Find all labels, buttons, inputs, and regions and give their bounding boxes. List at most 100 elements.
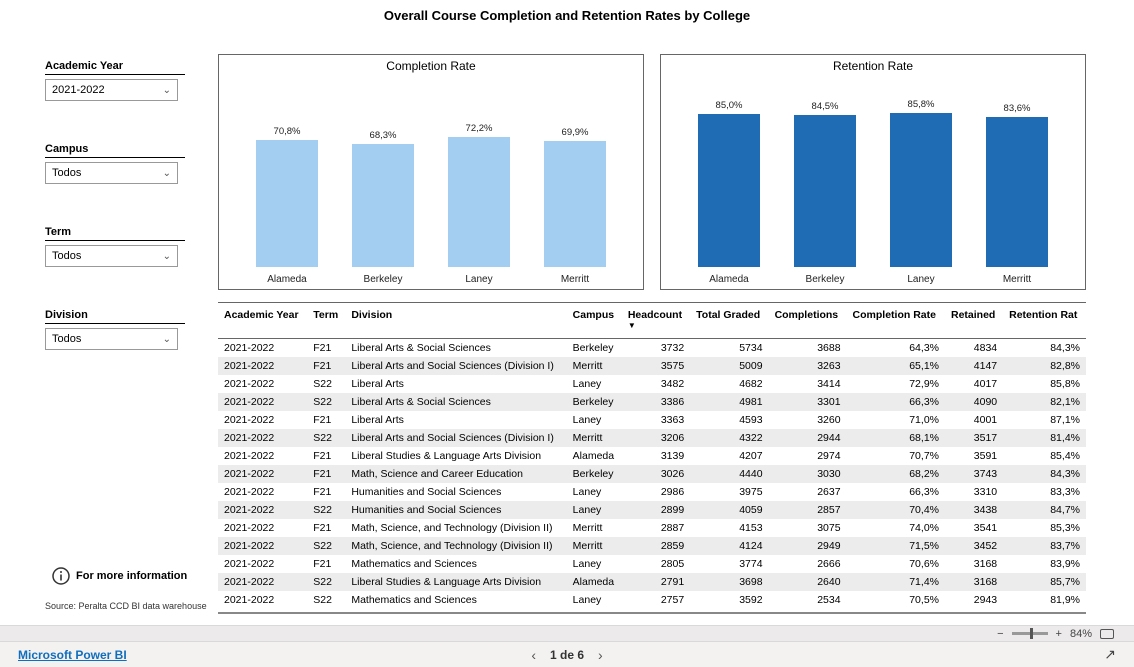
table-cell: Math, Science, and Technology (Division … [345,519,566,537]
academic-year-select[interactable]: 2021-2022 ⌄ [45,79,178,101]
column-header[interactable]: Headcount▼ [622,303,690,339]
table-row[interactable]: 2021-2022F21Liberal Arts & Social Scienc… [218,339,1086,358]
bar[interactable]: 85,0% [694,100,764,267]
table-cell: 3263 [769,357,847,375]
share-icon[interactable]: ↗ [1104,646,1116,663]
table-cell: Humanities and Social Sciences [345,501,566,519]
filter-division: Division Todos ⌄ [45,309,185,350]
fit-to-page-icon[interactable] [1100,629,1114,639]
table-cell: 82,8% [1003,357,1086,375]
column-header[interactable]: Completion Rate [847,303,945,339]
column-header[interactable]: Division [345,303,566,339]
table-cell: 3975 [690,483,768,501]
table-row[interactable]: 2021-2022S22Math, Science, and Technolog… [218,537,1086,555]
completion-chart[interactable]: Completion Rate 70,8%68,3%72,2%69,9% Ala… [218,54,644,290]
table-cell: 3206 [622,429,690,447]
column-header[interactable]: Term [307,303,345,339]
info-link[interactable]: For more information [52,567,187,585]
table-cell: 2986 [622,483,690,501]
table-cell: 70,5% [847,591,945,609]
column-header[interactable]: Retention Rat [1003,303,1086,339]
table-row[interactable]: 2021-2022F21Math, Science, and Technolog… [218,519,1086,537]
bar-rect [890,113,952,267]
table-cell: Mathematics and Sciences [345,591,566,609]
column-header[interactable]: Retained [945,303,1003,339]
page-indicator: 1 de 6 [550,648,584,662]
bar[interactable]: 69,9% [540,127,610,267]
table-cell: F21 [307,339,345,358]
table-row[interactable]: 2021-2022S22Mathematics and SciencesLane… [218,591,1086,609]
term-select[interactable]: Todos ⌄ [45,245,178,267]
powerbi-link[interactable]: Microsoft Power BI [18,648,127,662]
table-row[interactable]: 2021-2022S22Liberal Arts & Social Scienc… [218,393,1086,411]
select-value: Todos [52,250,81,262]
table-cell: Liberal Arts [345,375,566,393]
bar-value-label: 70,8% [274,126,301,137]
column-header[interactable]: Campus [567,303,622,339]
filter-label: Division [45,309,185,324]
chevron-down-icon: ⌄ [163,334,171,345]
chart-title: Retention Rate [661,59,1085,73]
table-header-row: Academic YearTermDivisionCampusHeadcount… [218,303,1086,339]
table-cell: 3688 [769,339,847,358]
bar-value-label: 83,6% [1004,103,1031,114]
bar[interactable]: 84,5% [790,101,860,267]
table-cell: 4017 [945,375,1003,393]
table-cell: 2943 [945,591,1003,609]
bar[interactable]: 83,6% [982,103,1052,267]
select-value: Todos [52,167,81,179]
table-cell: 83,3% [1003,483,1086,501]
table-row[interactable]: 2021-2022F21Liberal Studies & Language A… [218,447,1086,465]
column-header[interactable]: Completions [769,303,847,339]
table-row[interactable]: 2021-2022F21Liberal ArtsLaney33634593326… [218,411,1086,429]
table-row[interactable]: 2021-2022S22Humanities and Social Scienc… [218,501,1086,519]
table-cell: 3260 [769,411,847,429]
filters-panel: Academic Year 2021-2022 ⌄ Campus Todos ⌄… [45,60,185,392]
select-value: Todos [52,333,81,345]
table-cell: Merritt [567,357,622,375]
table-cell: 2021-2022 [218,429,307,447]
table-cell: Mathematics and Sciences [345,555,566,573]
table-cell: 5009 [690,357,768,375]
bar[interactable]: 70,8% [252,126,322,267]
bar-value-label: 68,3% [370,130,397,141]
table-row[interactable]: 2021-2022F21Humanities and Social Scienc… [218,483,1086,501]
table-cell: F21 [307,519,345,537]
table-cell: 3301 [769,393,847,411]
prev-page-button[interactable]: ‹ [531,647,536,663]
table-row[interactable]: 2021-2022F21Liberal Arts and Social Scie… [218,357,1086,375]
table-cell: 3438 [945,501,1003,519]
table-row[interactable]: 2021-2022S22Liberal ArtsLaney34824682341… [218,375,1086,393]
table-body: 2021-2022F21Liberal Arts & Social Scienc… [218,339,1086,610]
table-cell: 84,3% [1003,465,1086,483]
table-row[interactable]: 2021-2022F21Math, Science and Career Edu… [218,465,1086,483]
chevron-down-icon: ⌄ [163,168,171,179]
table-row[interactable]: 2021-2022S22Liberal Studies & Language A… [218,573,1086,591]
bar[interactable]: 85,8% [886,99,956,267]
table-row[interactable]: 2021-2022F21Mathematics and SciencesLane… [218,555,1086,573]
zoom-in-button[interactable]: + [1056,628,1062,640]
campus-select[interactable]: Todos ⌄ [45,162,178,184]
info-text: For more information [76,570,187,582]
table-cell: 83,7% [1003,537,1086,555]
table-cell: 2859 [622,537,690,555]
chart-x-labels: AlamedaBerkeleyLaneyMerritt [681,274,1065,285]
next-page-button[interactable]: › [598,647,603,663]
bar[interactable]: 68,3% [348,130,418,267]
table-cell: 3414 [769,375,847,393]
table-row[interactable]: 2021-2022S22Liberal Arts and Social Scie… [218,429,1086,447]
column-header[interactable]: Academic Year [218,303,307,339]
table-cell: 3452 [945,537,1003,555]
data-table-container[interactable]: Academic YearTermDivisionCampusHeadcount… [218,302,1086,614]
column-header[interactable]: Total Graded [690,303,768,339]
table-cell: 2637 [769,483,847,501]
zoom-out-button[interactable]: − [997,628,1003,640]
table-cell: 2021-2022 [218,537,307,555]
bar[interactable]: 72,2% [444,123,514,267]
zoom-slider[interactable] [1012,632,1048,635]
division-select[interactable]: Todos ⌄ [45,328,178,350]
retention-chart[interactable]: Retention Rate 85,0% 84,5% 85,8% 83,6% Alam… [660,54,1086,290]
table-cell: 4059 [690,501,768,519]
sort-desc-icon: ▼ [628,321,684,330]
table-cell: Math, Science, and Technology (Division … [345,537,566,555]
